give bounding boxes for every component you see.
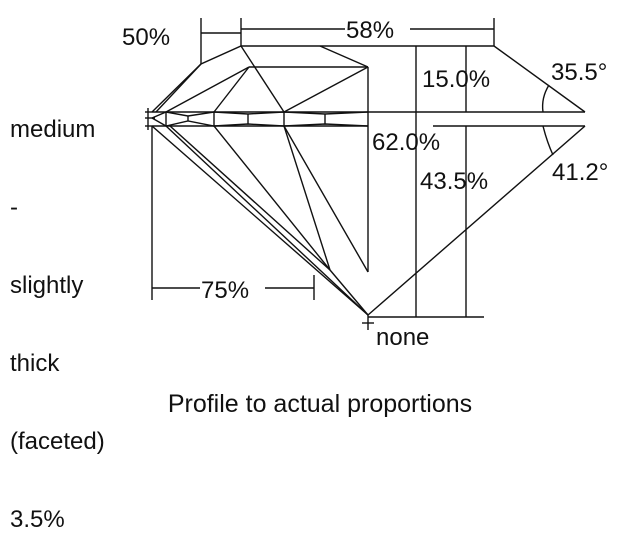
culet-label: none [376,324,429,351]
girdle-label-line: - [10,194,18,221]
lower-half-label: 75% [201,277,249,304]
girdle-label-line: 3.5% [10,506,65,533]
table-label: 58% [346,17,394,44]
diamond-profile-diagram: 50% 58% 15.0% 35.5° 62.0% 43.5% 41.2° 75… [122,17,608,351]
girdle-label: medium - slightly thick (faceted) 3.5% [10,65,105,559]
dimension-lines [151,18,554,318]
girdle-label-line: medium [10,116,96,143]
star-length-label: 50% [122,24,170,51]
caption: Profile to actual proportions [167,390,473,418]
pavilion-angle-label: 41.2° [552,159,608,186]
girdle-label-line: slightly [10,272,84,299]
girdle-label-line: thick [10,350,60,377]
crown-height-label: 15.0% [422,66,490,93]
pavilion-depth-label: 43.5% [420,168,488,195]
girdle-label-line: (faceted) [10,428,105,455]
total-depth-label: 62.0% [372,129,440,156]
crown-angle-label: 35.5° [551,59,607,86]
diamond-outline [145,45,586,330]
